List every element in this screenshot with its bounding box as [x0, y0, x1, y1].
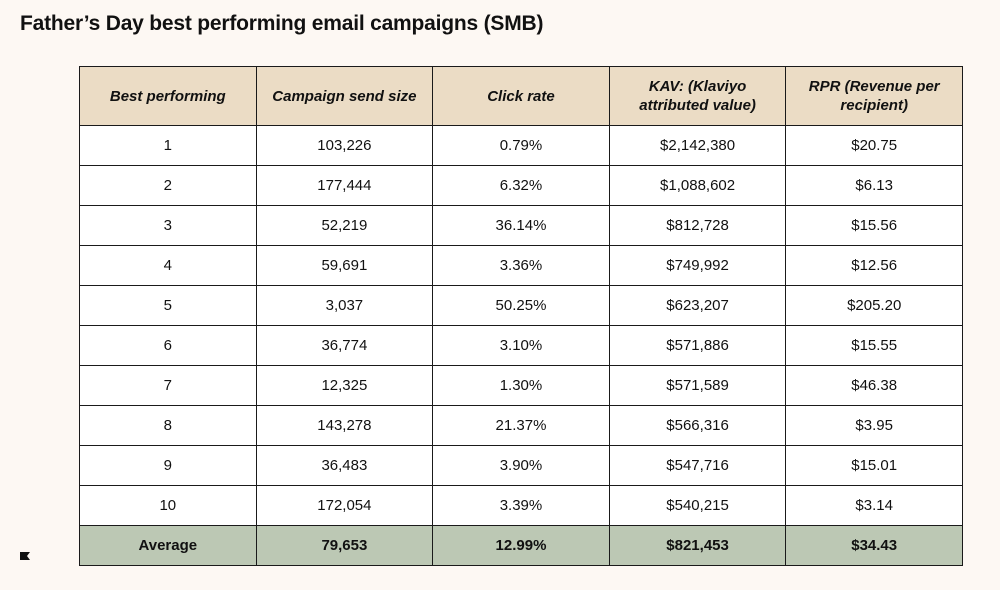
cell-rpr: $3.14 [785, 485, 963, 526]
cell-rank: 5 [79, 285, 257, 326]
cell-send-size: 172,054 [255, 485, 434, 526]
column-header-rpr: RPR (Revenue per recipient) [785, 66, 963, 126]
cell-click-rate: 6.32% [432, 165, 610, 206]
cell-rank: 4 [79, 245, 257, 286]
cell-rank: 7 [79, 365, 257, 406]
cell-click-rate: 21.37% [432, 405, 610, 446]
table-body: 1 103,226 0.79% $2,142,380 $20.75 2 177,444 6.3… [79, 125, 963, 526]
cell-click-rate: 3.90% [432, 445, 610, 486]
table-row: 10 172,054 3.39% $540,215 $3.14 [79, 485, 963, 526]
table-row: 2 177,444 6.32% $1,088,602 $6.13 [79, 165, 963, 206]
cell-click-rate: 3.10% [432, 325, 610, 366]
cell-rpr: $12.56 [785, 245, 963, 286]
average-label: Average [79, 525, 257, 566]
cell-kav: $547,716 [608, 445, 787, 486]
cell-send-size: 59,691 [255, 245, 434, 286]
column-header-send-size: Campaign send size [255, 66, 434, 126]
cell-kav: $571,886 [608, 325, 787, 366]
cell-rank: 3 [79, 205, 257, 246]
klaviyo-flag-icon [20, 552, 30, 560]
cell-rpr: $15.56 [785, 205, 963, 246]
cell-rpr: $15.01 [785, 445, 963, 486]
cell-send-size: 36,483 [255, 445, 434, 486]
table-row: 5 3,037 50.25% $623,207 $205.20 [79, 285, 963, 326]
cell-send-size: 36,774 [255, 325, 434, 366]
cell-click-rate: 50.25% [432, 285, 610, 326]
cell-click-rate: 3.39% [432, 485, 610, 526]
cell-send-size: 103,226 [255, 125, 434, 166]
cell-click-rate: 3.36% [432, 245, 610, 286]
cell-rank: 1 [79, 125, 257, 166]
campaign-table: Best performing Campaign send size Click… [79, 66, 963, 566]
cell-rank: 10 [79, 485, 257, 526]
table-row: 9 36,483 3.90% $547,716 $15.01 [79, 445, 963, 486]
cell-rpr: $205.20 [785, 285, 963, 326]
cell-send-size: 52,219 [255, 205, 434, 246]
cell-kav: $540,215 [608, 485, 787, 526]
cell-kav: $2,142,380 [608, 125, 787, 166]
column-header-best-performing: Best performing [79, 66, 257, 126]
cell-send-size: 177,444 [255, 165, 434, 206]
cell-click-rate: 0.79% [432, 125, 610, 166]
average-click-rate: 12.99% [432, 525, 610, 566]
cell-kav: $749,992 [608, 245, 787, 286]
cell-rank: 9 [79, 445, 257, 486]
cell-kav: $623,207 [608, 285, 787, 326]
cell-send-size: 3,037 [255, 285, 434, 326]
column-header-click-rate: Click rate [432, 66, 610, 126]
cell-kav: $812,728 [608, 205, 787, 246]
cell-rank: 8 [79, 405, 257, 446]
average-row: Average 79,653 12.99% $821,453 $34.43 [79, 525, 963, 566]
table-row: 4 59,691 3.36% $749,992 $12.56 [79, 245, 963, 286]
cell-rpr: $20.75 [785, 125, 963, 166]
cell-kav: $566,316 [608, 405, 787, 446]
table-row: 1 103,226 0.79% $2,142,380 $20.75 [79, 125, 963, 166]
cell-kav: $1,088,602 [608, 165, 787, 206]
cell-kav: $571,589 [608, 365, 787, 406]
cell-rank: 2 [79, 165, 257, 206]
average-kav: $821,453 [608, 525, 787, 566]
page-title: Father’s Day best performing email campa… [20, 12, 544, 35]
table-row: 7 12,325 1.30% $571,589 $46.38 [79, 365, 963, 406]
average-send-size: 79,653 [255, 525, 434, 566]
table-row: 6 36,774 3.10% $571,886 $15.55 [79, 325, 963, 366]
cell-rpr: $15.55 [785, 325, 963, 366]
cell-rank: 6 [79, 325, 257, 366]
average-rpr: $34.43 [785, 525, 963, 566]
cell-rpr: $46.38 [785, 365, 963, 406]
cell-click-rate: 36.14% [432, 205, 610, 246]
table-row: 8 143,278 21.37% $566,316 $3.95 [79, 405, 963, 446]
cell-click-rate: 1.30% [432, 365, 610, 406]
cell-rpr: $3.95 [785, 405, 963, 446]
table-header-row: Best performing Campaign send size Click… [79, 66, 963, 126]
cell-rpr: $6.13 [785, 165, 963, 206]
column-header-kav: KAV: (Klaviyo attributed value) [608, 66, 787, 126]
cell-send-size: 143,278 [255, 405, 434, 446]
cell-send-size: 12,325 [255, 365, 434, 406]
table-row: 3 52,219 36.14% $812,728 $15.56 [79, 205, 963, 246]
